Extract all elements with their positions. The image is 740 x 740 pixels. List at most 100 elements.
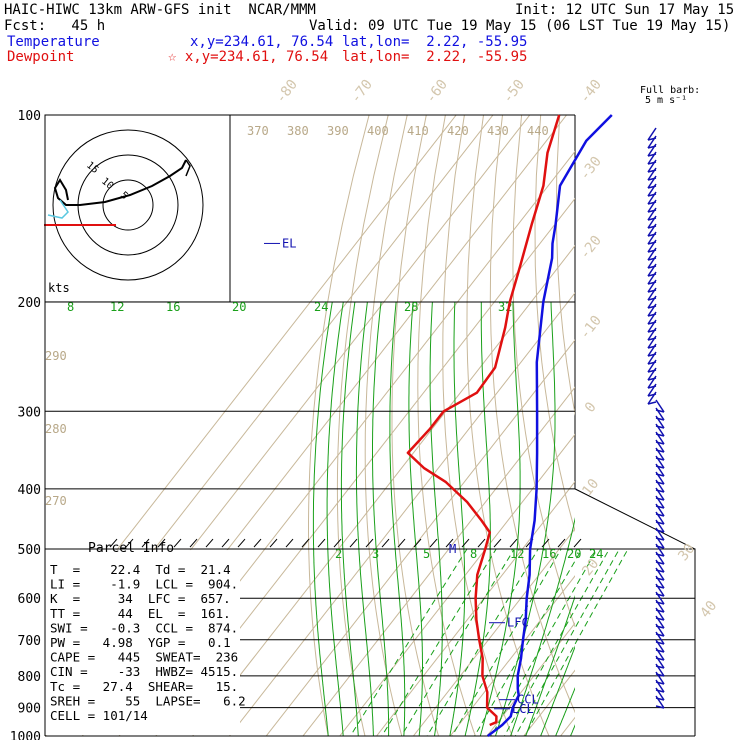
wind-barb [647, 199, 657, 213]
hatch-mark [461, 538, 470, 548]
dry-adiabat-line [417, 115, 476, 736]
theta-e-label: 12 [110, 300, 124, 314]
pressure-tick-label: 100 [18, 109, 41, 124]
temperature-latlon: lat,lon= 2.22, -55.95 [342, 34, 528, 50]
wind-barb [655, 567, 665, 581]
moist-adiabat-line [408, 301, 423, 736]
wind-barb [655, 631, 665, 645]
wind-barb [655, 527, 665, 541]
hatch-mark [253, 538, 262, 548]
moist-adiabat-line [312, 301, 333, 736]
wind-barb [655, 519, 665, 533]
wind-barb [647, 247, 657, 261]
isotherm-label: -80 [273, 77, 301, 107]
moist-adiabat-line [429, 301, 443, 736]
dry-adiabat-line [555, 115, 575, 416]
theta-left-label: 270 [45, 494, 67, 508]
parcel-info-box: Parcel Info T = 22.4 Td = 21.4LI = -1.9 L… [45, 541, 246, 735]
theta-left-label: 290 [45, 349, 67, 363]
moist-adiabat-line [510, 517, 575, 736]
hatch-mark [349, 538, 358, 548]
wind-barb [647, 231, 657, 245]
wind-barb [647, 391, 657, 405]
hatch-mark [365, 538, 374, 548]
dewpoint-xy: ☆ x,y=234.61, 76.54 [168, 49, 329, 65]
pressure-tick-label: 500 [18, 543, 41, 558]
mixing-ratio-line [474, 548, 583, 736]
parcel-info-row: CELL = 101/14 [50, 708, 148, 723]
hodograph-ring [102, 179, 154, 231]
pressure-tick-label: 600 [18, 592, 41, 607]
isotherm-label: -30 [577, 154, 605, 184]
wind-barb [655, 479, 665, 493]
mixing-ratio-label: 12 [510, 547, 524, 561]
mixing-ratio-line [426, 548, 539, 736]
panel-diagonal-line [574, 488, 696, 550]
hatch-mark [141, 538, 150, 548]
hatch-mark [509, 538, 518, 548]
isotherm-line [339, 433, 575, 736]
hatch-mark [189, 538, 198, 548]
wind-barb [655, 455, 665, 469]
hatch-mark [237, 538, 246, 548]
theta-label: 420 [447, 124, 469, 138]
wind-barb [655, 543, 665, 557]
isotherm-label: -50 [500, 77, 528, 107]
hatch-mark [269, 538, 278, 548]
parcel-info-title: Parcel Info [88, 541, 174, 556]
isotherm-line [559, 716, 575, 736]
mixing-ratio-label: 20 [567, 547, 581, 561]
wind-barb [647, 383, 657, 397]
wind-barb [655, 551, 665, 565]
isotherm-line [375, 480, 575, 736]
wind-barb [655, 407, 665, 421]
theta-label: 390 [327, 124, 349, 138]
temperature-trace [486, 114, 613, 737]
isotherm-label: -70 [348, 77, 376, 107]
moist-adiabat-line [464, 301, 491, 736]
wind-barb [655, 583, 665, 597]
wind-barb [655, 639, 665, 653]
wind-barb [655, 671, 665, 685]
parcel-info-row: SREH = 55 LAPSE= 6.2 [50, 693, 246, 708]
lcl-marker-label: LCL [512, 702, 534, 716]
wind-barb [647, 135, 657, 149]
dry-adiabat-line [674, 115, 740, 740]
wind-barb [647, 167, 657, 181]
dry-adiabat-line [636, 115, 740, 740]
parcel-info-row: T = 22.4 Td = 21.4 [50, 562, 231, 577]
hatch-mark [109, 538, 118, 548]
dry-adiabat-line [489, 115, 575, 714]
theta-label: 430 [487, 124, 509, 138]
wind-barb [655, 591, 665, 605]
wind-barb [655, 615, 665, 629]
parcel-info-row: CAPE = 445 SWEAT= 236 [50, 650, 238, 665]
moist-adiabat-line [479, 301, 521, 736]
isotherm-label: 0 [582, 399, 600, 415]
temperature-xy: x,y=234.61, 76.54 [190, 34, 334, 50]
wind-barb [655, 447, 665, 461]
theta-label: 380 [287, 124, 309, 138]
sounding-traces [406, 114, 613, 737]
dry-adiabat-line [534, 115, 575, 533]
wind-barb [655, 471, 665, 485]
theta-label: 410 [407, 124, 429, 138]
wind-barb [655, 535, 665, 549]
wind-barb [647, 239, 657, 253]
hatch-mark [573, 538, 582, 548]
wind-barb [647, 351, 657, 365]
wind-barb-feather [655, 705, 665, 709]
pressure-tick-label: 700 [18, 634, 41, 649]
theta-label: 400 [367, 124, 389, 138]
theta-e-label: 8 [67, 300, 74, 314]
wind-barb [655, 423, 665, 437]
wind-barb [655, 431, 665, 445]
isotherm-label: 10 [579, 476, 602, 499]
hatch-mark [317, 538, 326, 548]
hatch-mark [333, 538, 342, 548]
wind-barb [655, 503, 665, 517]
wind-barb [647, 335, 657, 349]
wind-barb [655, 487, 665, 501]
wind-barb [647, 255, 657, 269]
mixing-ratio-line [490, 548, 598, 736]
